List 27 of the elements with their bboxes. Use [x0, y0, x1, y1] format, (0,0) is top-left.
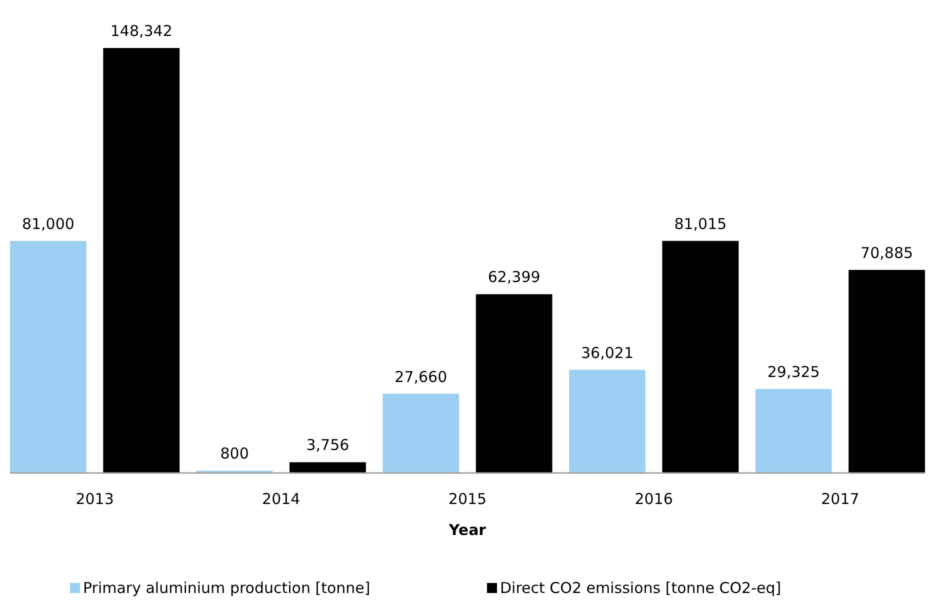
bar — [569, 370, 646, 473]
x-tick-label: 2013 — [76, 490, 114, 508]
data-label: 81,000 — [22, 214, 74, 233]
x-tick-label: 2017 — [821, 490, 860, 508]
x-tick-label: 2015 — [448, 490, 487, 508]
legend-label: Primary aluminium production [tonne] — [83, 579, 370, 597]
bar — [755, 388, 832, 473]
data-label: 81,015 — [674, 214, 727, 233]
x-tick-label: 2014 — [262, 490, 300, 508]
bar — [848, 270, 925, 473]
bar — [476, 294, 552, 473]
legend-label: Direct CO2 emissions [tonne CO2-eq] — [500, 579, 782, 597]
data-label: 36,021 — [581, 344, 634, 362]
data-label: 800 — [220, 444, 249, 463]
data-label: 3,756 — [306, 436, 350, 454]
x-axis-title: Year — [448, 521, 487, 539]
bar — [103, 48, 180, 473]
x-tick-label: 2016 — [634, 490, 673, 508]
bar — [290, 462, 366, 473]
data-label: 62,399 — [488, 268, 540, 286]
bar — [382, 394, 460, 473]
data-label: 29,325 — [767, 362, 820, 381]
data-label: 148,342 — [110, 22, 172, 40]
data-label: 70,885 — [860, 244, 914, 262]
bar — [10, 240, 86, 473]
data-label: 27,660 — [394, 368, 448, 386]
bar — [662, 240, 739, 473]
